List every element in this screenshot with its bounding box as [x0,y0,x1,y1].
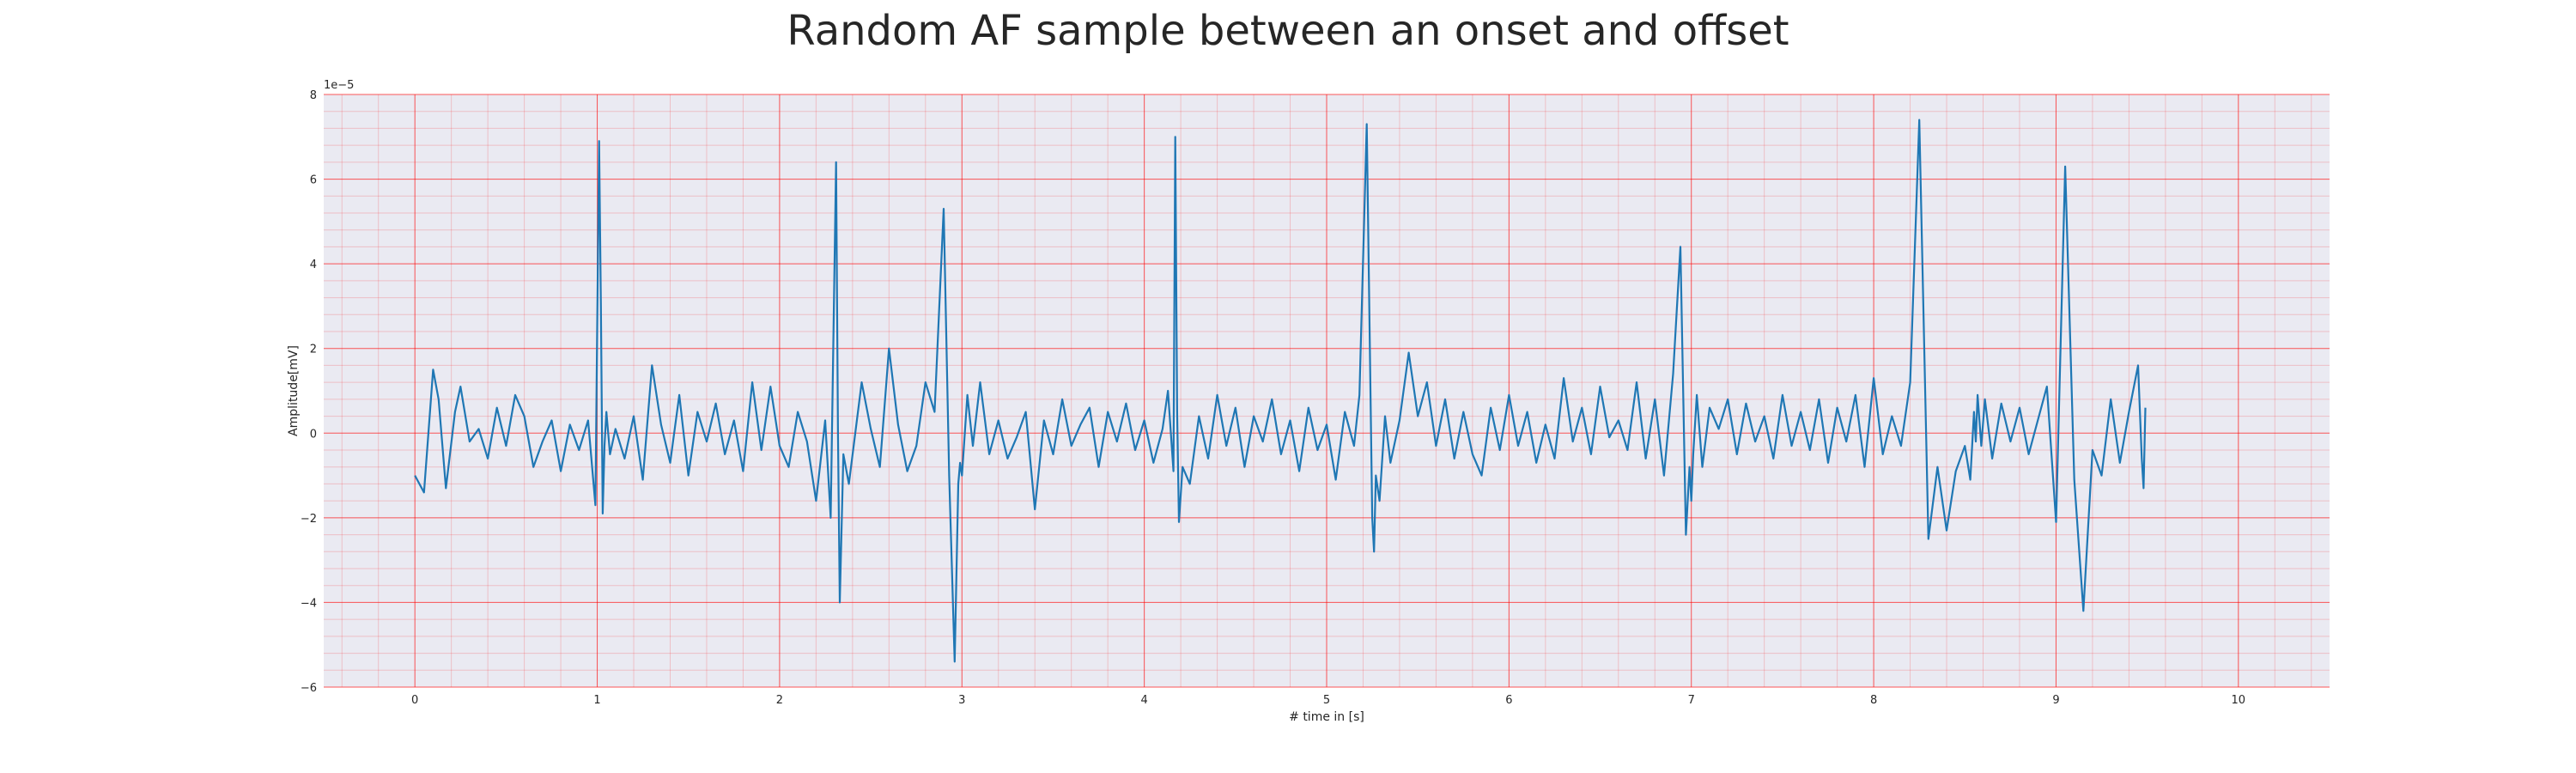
y-tick-label: 8 [310,89,317,102]
x-tick-label: 10 [2232,694,2246,707]
series-layer [414,119,2147,663]
x-tick-label: 7 [1688,694,1695,707]
major-grid [324,94,2330,688]
series-line-ecg [414,119,2147,663]
x-tick-label: 4 [1140,694,1147,707]
y-tick-label: −6 [301,682,317,695]
y-tick-labels: −6 −4 −2 0 2 4 6 8 [301,89,317,695]
y-tick-label: 2 [310,344,317,356]
x-tick-labels: 0 1 2 3 4 5 6 7 8 9 10 [411,694,2245,707]
x-axis-label: # time in [s] [1289,710,1364,724]
y-tick-label: −2 [301,513,317,526]
x-tick-label: 6 [1505,694,1512,707]
y-scale-offset-label: 1e−5 [324,79,354,92]
x-tick-label: 3 [958,694,965,707]
x-tick-label: 9 [2052,694,2059,707]
x-tick-label: 5 [1323,694,1330,707]
x-tick-label: 0 [411,694,418,707]
y-tick-label: 6 [310,174,317,187]
y-tick-label: −4 [301,597,317,610]
x-tick-label: 1 [593,694,600,707]
y-tick-label: 0 [310,428,317,441]
y-tick-label: 4 [310,259,317,271]
chart-title: Random AF sample between an onset and of… [787,7,1789,55]
x-tick-label: 8 [1870,694,1877,707]
y-axis-label: Amplitude[mV] [287,345,301,436]
x-tick-label: 2 [776,694,783,707]
